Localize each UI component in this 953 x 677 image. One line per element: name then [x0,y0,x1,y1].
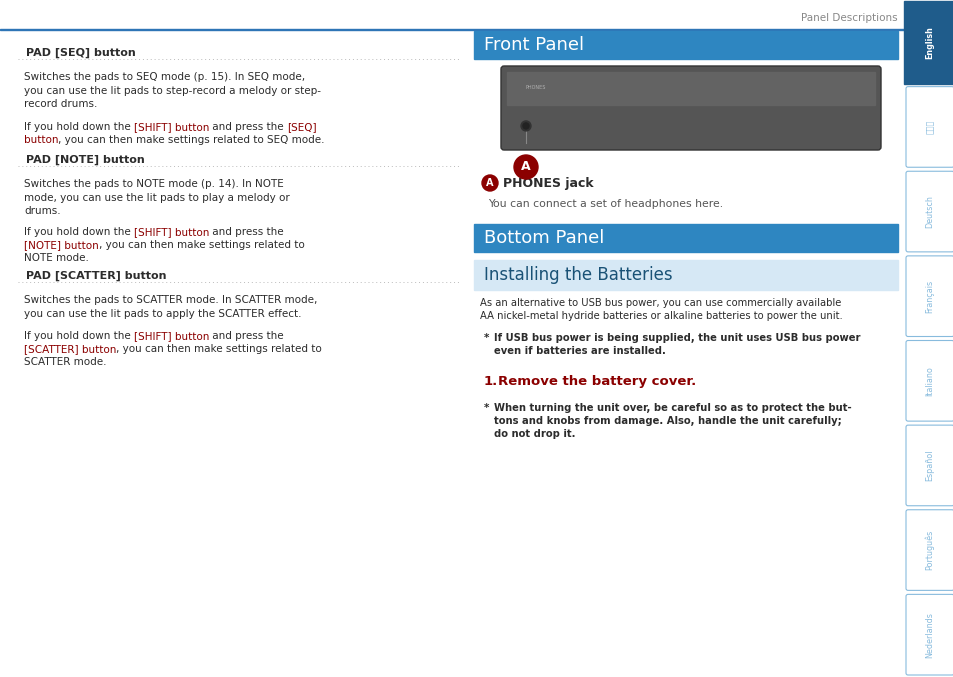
Text: [SHIFT] button: [SHIFT] button [133,227,209,237]
Text: Front Panel: Front Panel [483,36,583,54]
Text: NOTE mode.: NOTE mode. [24,253,89,263]
Text: and press the: and press the [209,227,284,237]
Text: Italiano: Italiano [924,366,934,396]
Text: [NOTE] button: [NOTE] button [24,240,99,250]
FancyBboxPatch shape [905,425,953,506]
Bar [0,28,953,30]
Text: 1.: 1. [483,375,497,388]
Text: 5: 5 [903,650,914,665]
Text: and press the: and press the [209,122,287,132]
Circle shape [520,121,531,131]
Text: When turning the unit over, be careful so as to protect the but-
tons and knobs : When turning the unit over, be careful s… [494,403,851,439]
Text: Bottom Panel: Bottom Panel [483,229,604,247]
Text: If you hold down the: If you hold down the [24,227,133,237]
Text: If USB bus power is being supplied, the unit uses USB bus power
even if batterie: If USB bus power is being supplied, the … [494,333,860,356]
Text: button: button [24,135,58,145]
Text: Remove the battery cover.: Remove the battery cover. [497,375,696,388]
FancyBboxPatch shape [905,594,953,675]
FancyBboxPatch shape [905,341,953,421]
Text: 日本語: 日本語 [924,120,934,134]
Text: A: A [520,160,530,173]
Bar [506,72,874,105]
FancyBboxPatch shape [905,171,953,252]
FancyBboxPatch shape [500,66,880,150]
Text: You can connect a set of headphones here.: You can connect a set of headphones here… [488,199,722,209]
Bar [474,224,897,252]
Text: [SCATTER] button: [SCATTER] button [24,344,116,354]
Circle shape [514,155,537,179]
Text: Deutsch: Deutsch [924,195,934,228]
Bar [474,31,897,59]
Text: SCATTER mode.: SCATTER mode. [24,357,107,367]
Text: Switches the pads to NOTE mode (p. 14). In NOTE
mode, you can use the lit pads t: Switches the pads to NOTE mode (p. 14). … [24,179,290,216]
Text: [SEQ]: [SEQ] [287,122,316,132]
FancyBboxPatch shape [905,510,953,590]
Text: , you can then make settings related to: , you can then make settings related to [99,240,304,250]
Text: PHONES jack: PHONES jack [502,177,593,190]
Text: If you hold down the: If you hold down the [24,122,133,132]
Text: Español: Español [924,450,934,481]
FancyBboxPatch shape [905,87,953,167]
Text: Nederlands: Nederlands [924,612,934,657]
Text: Switches the pads to SEQ mode (p. 15). In SEQ mode,
you can use the lit pads to : Switches the pads to SEQ mode (p. 15). I… [24,72,320,109]
Text: , you can then make settings related to: , you can then make settings related to [116,344,322,354]
Text: PAD [SEQ] button: PAD [SEQ] button [26,48,135,58]
Text: Panel Descriptions: Panel Descriptions [801,13,897,23]
Text: A: A [486,178,494,188]
FancyBboxPatch shape [905,256,953,336]
Text: *: * [483,403,489,413]
Text: As an alternative to USB bus power, you can use commercially available
AA nickel: As an alternative to USB bus power, you … [479,298,841,321]
Text: Français: Français [924,280,934,313]
Bar [474,260,897,290]
Text: , you can then make settings related to SEQ mode.: , you can then make settings related to … [58,135,325,145]
Text: PAD [NOTE] button: PAD [NOTE] button [26,155,145,165]
Circle shape [522,123,529,129]
Text: [SHIFT] button: [SHIFT] button [133,331,209,341]
Text: Português: Português [924,530,934,570]
Text: *: * [483,333,489,343]
Text: PHONES: PHONES [525,85,546,90]
Circle shape [481,175,497,191]
Text: and press the: and press the [209,331,284,341]
Text: Switches the pads to SCATTER mode. In SCATTER mode,
you can use the lit pads to : Switches the pads to SCATTER mode. In SC… [24,295,317,319]
Text: If you hold down the: If you hold down the [24,331,133,341]
Text: Installing the Batteries: Installing the Batteries [483,266,672,284]
Text: English: English [924,26,934,59]
Text: [SHIFT] button: [SHIFT] button [133,122,209,132]
Text: PAD [SCATTER] button: PAD [SCATTER] button [26,271,167,281]
Bar [903,1,953,84]
